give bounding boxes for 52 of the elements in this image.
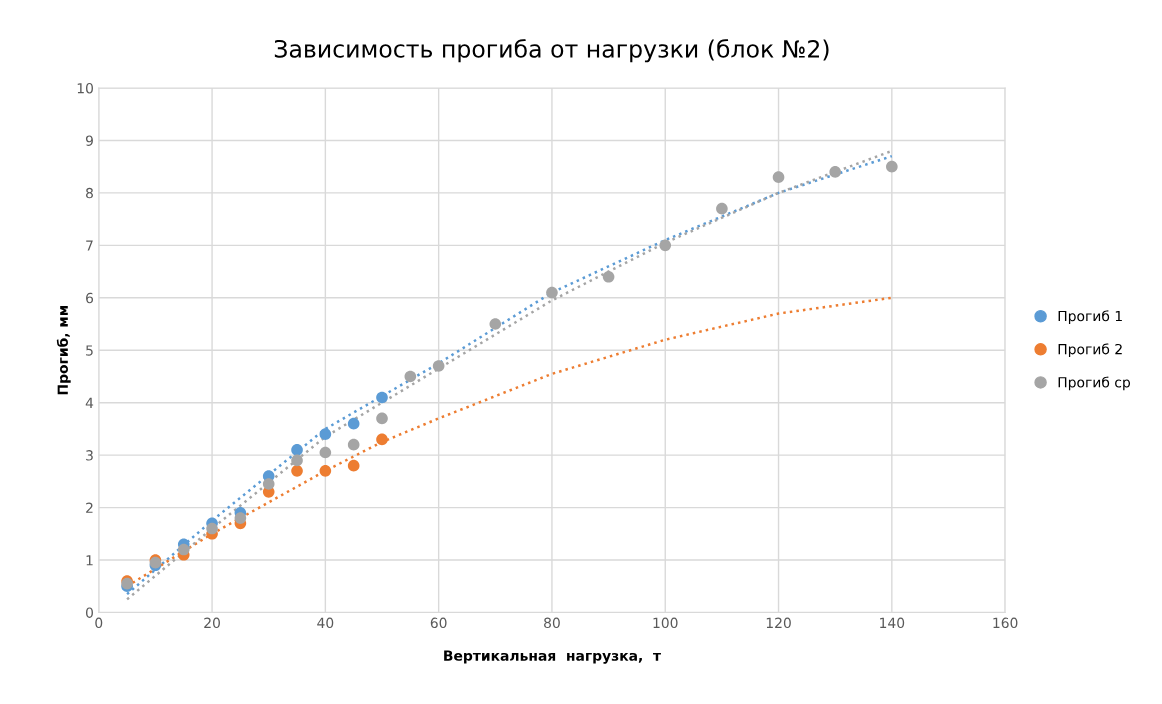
x-tick-label: 40 (317, 617, 334, 629)
x-tick-label: 20 (204, 617, 220, 629)
chart-title: Зависимость прогиба от нагрузки (блок №2) (274, 39, 829, 63)
x-tick-label: 160 (993, 617, 1018, 629)
x-tick-label: 100 (653, 617, 678, 629)
point (432, 360, 445, 372)
point (546, 286, 558, 299)
point (177, 543, 190, 556)
point (716, 202, 728, 215)
x-tick-label: 0 (95, 617, 103, 629)
point (291, 444, 303, 456)
y-tick-label: 3 (86, 450, 93, 461)
point (376, 391, 388, 404)
y-axis-title: Прогиб, мм (56, 306, 71, 395)
point (262, 478, 275, 490)
y-tick-label: 5 (86, 345, 93, 356)
x-tick-label: 140 (880, 617, 905, 629)
point (206, 522, 218, 535)
point (404, 370, 417, 383)
y-tick-label: 10 (77, 82, 93, 94)
point (319, 465, 332, 477)
point (319, 428, 332, 440)
y-tick-label: 8 (86, 187, 93, 199)
legend-label: Прогиб 1 (1058, 310, 1122, 324)
point (234, 512, 247, 524)
point (319, 446, 332, 459)
point (291, 454, 303, 467)
x-tick-label: 80 (544, 617, 560, 629)
point (291, 465, 303, 477)
point (772, 171, 785, 183)
point (376, 412, 388, 425)
y-tick-label: 1 (86, 555, 93, 566)
x-tick-label: 60 (430, 617, 447, 629)
point (489, 318, 502, 330)
y-tick-label: 6 (86, 292, 94, 304)
point (829, 166, 841, 178)
y-tick-label: 0 (85, 607, 93, 618)
point (347, 438, 360, 451)
y-tick-label: 7 (86, 240, 93, 251)
point (602, 271, 615, 283)
point (659, 239, 672, 252)
y-tick-label: 4 (85, 397, 94, 408)
point (347, 459, 360, 472)
legend-label: Прогиб 2 (1058, 343, 1122, 358)
y-tick-label: 2 (86, 502, 93, 513)
point (347, 417, 360, 430)
x-tick-label: 120 (766, 617, 791, 629)
point (376, 433, 388, 446)
legend-label: Прогиб ср (1058, 376, 1130, 391)
point (886, 160, 898, 173)
y-tick-label: 9 (85, 135, 93, 146)
x-axis-title: Вертикальная нагрузка, т (444, 650, 661, 664)
